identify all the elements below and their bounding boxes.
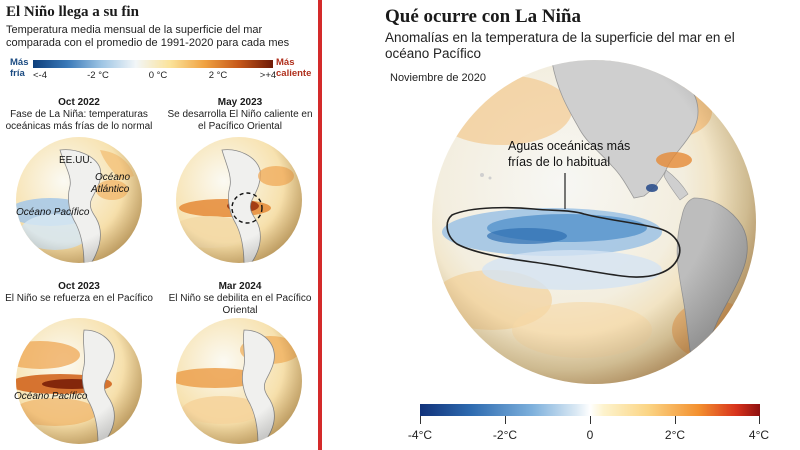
right-title: Qué ocurre con La Niña [385, 6, 581, 27]
panel-divider [318, 0, 322, 450]
panel-date: Oct 2022 [58, 97, 100, 108]
scale-tick-mark [675, 416, 676, 424]
globe-may-2023 [176, 137, 302, 263]
scale-tick: <-4 [33, 70, 47, 81]
scale-tick: 2 °C [208, 70, 228, 81]
label-pacific: Océano Pacífico [16, 207, 90, 218]
panel-desc: Se desarrolla El Niño caliente en el Pac… [167, 109, 313, 132]
panel-date: Mar 2024 [218, 281, 262, 292]
label-atlantic: Océano [95, 172, 130, 183]
scale-tick: >+4 [259, 70, 277, 81]
scale-tick-label: -4°C [407, 428, 433, 442]
panel-date: May 2023 [217, 97, 263, 108]
map-date: Noviembre de 2020 [390, 72, 487, 84]
cold-region-outline [446, 206, 681, 278]
scale-tick: -2 °C [87, 70, 109, 81]
right-panel: Qué ocurre con La Niña Anomalías en la t… [322, 0, 800, 450]
panel-desc: Fase de La Niña: temperaturas oceánicas … [5, 109, 153, 132]
scale-tick-mark [420, 416, 421, 424]
scale-tick-label: 4°C [748, 428, 770, 442]
label-atlantic: Atlántico [90, 184, 130, 195]
scale-tick-mark [590, 416, 591, 424]
scale-tick-mark [759, 416, 760, 424]
annotation-text: Aguas oceánicas más [508, 139, 630, 153]
left-color-scale [33, 60, 273, 68]
scale-tick: 0 °C [148, 70, 168, 81]
scale-cold-label: Más fría [10, 57, 29, 79]
scale-tick-label: 0 [586, 428, 594, 442]
panel-desc: El Niño se refuerza en el Pacífico [5, 293, 153, 304]
scale-warm-label: Más caliente [276, 57, 312, 79]
panel-date: Oct 2023 [58, 281, 100, 292]
scale-tick-label: -2°C [492, 428, 518, 442]
small-globes: EE.UU. Océano Atlántico Océano Pacífico [14, 137, 302, 444]
right-color-scale [420, 404, 760, 416]
globe-oct-2022: EE.UU. Océano Atlántico Océano Pacífico [16, 137, 142, 263]
main-globe: Aguas oceánicas más frías de lo habitual [432, 60, 756, 384]
annotation-text: frías de lo habitual [508, 155, 610, 169]
left-panel: El Niño llega a su fin Temperatura media… [0, 0, 318, 450]
left-scale-ticks: <-4 -2 °C 0 °C 2 °C >+4 [30, 70, 280, 82]
left-subtitle: Temperatura media mensual de la superfic… [6, 24, 290, 49]
left-title: El Niño llega a su fin [6, 4, 139, 20]
scale-tick-mark [505, 416, 506, 424]
label-usa: EE.UU. [59, 155, 92, 166]
right-subtitle: Anomalías en la temperatura de la superf… [385, 30, 735, 61]
globe-mar-2024 [176, 318, 302, 444]
globe-oct-2023: Océano Pacífico [14, 318, 142, 444]
label-pacific: Océano Pacífico [14, 391, 88, 402]
scale-tick-label: 2°C [664, 428, 686, 442]
panel-desc: El Niño se debilita en el Pacífico Orien… [168, 293, 312, 316]
